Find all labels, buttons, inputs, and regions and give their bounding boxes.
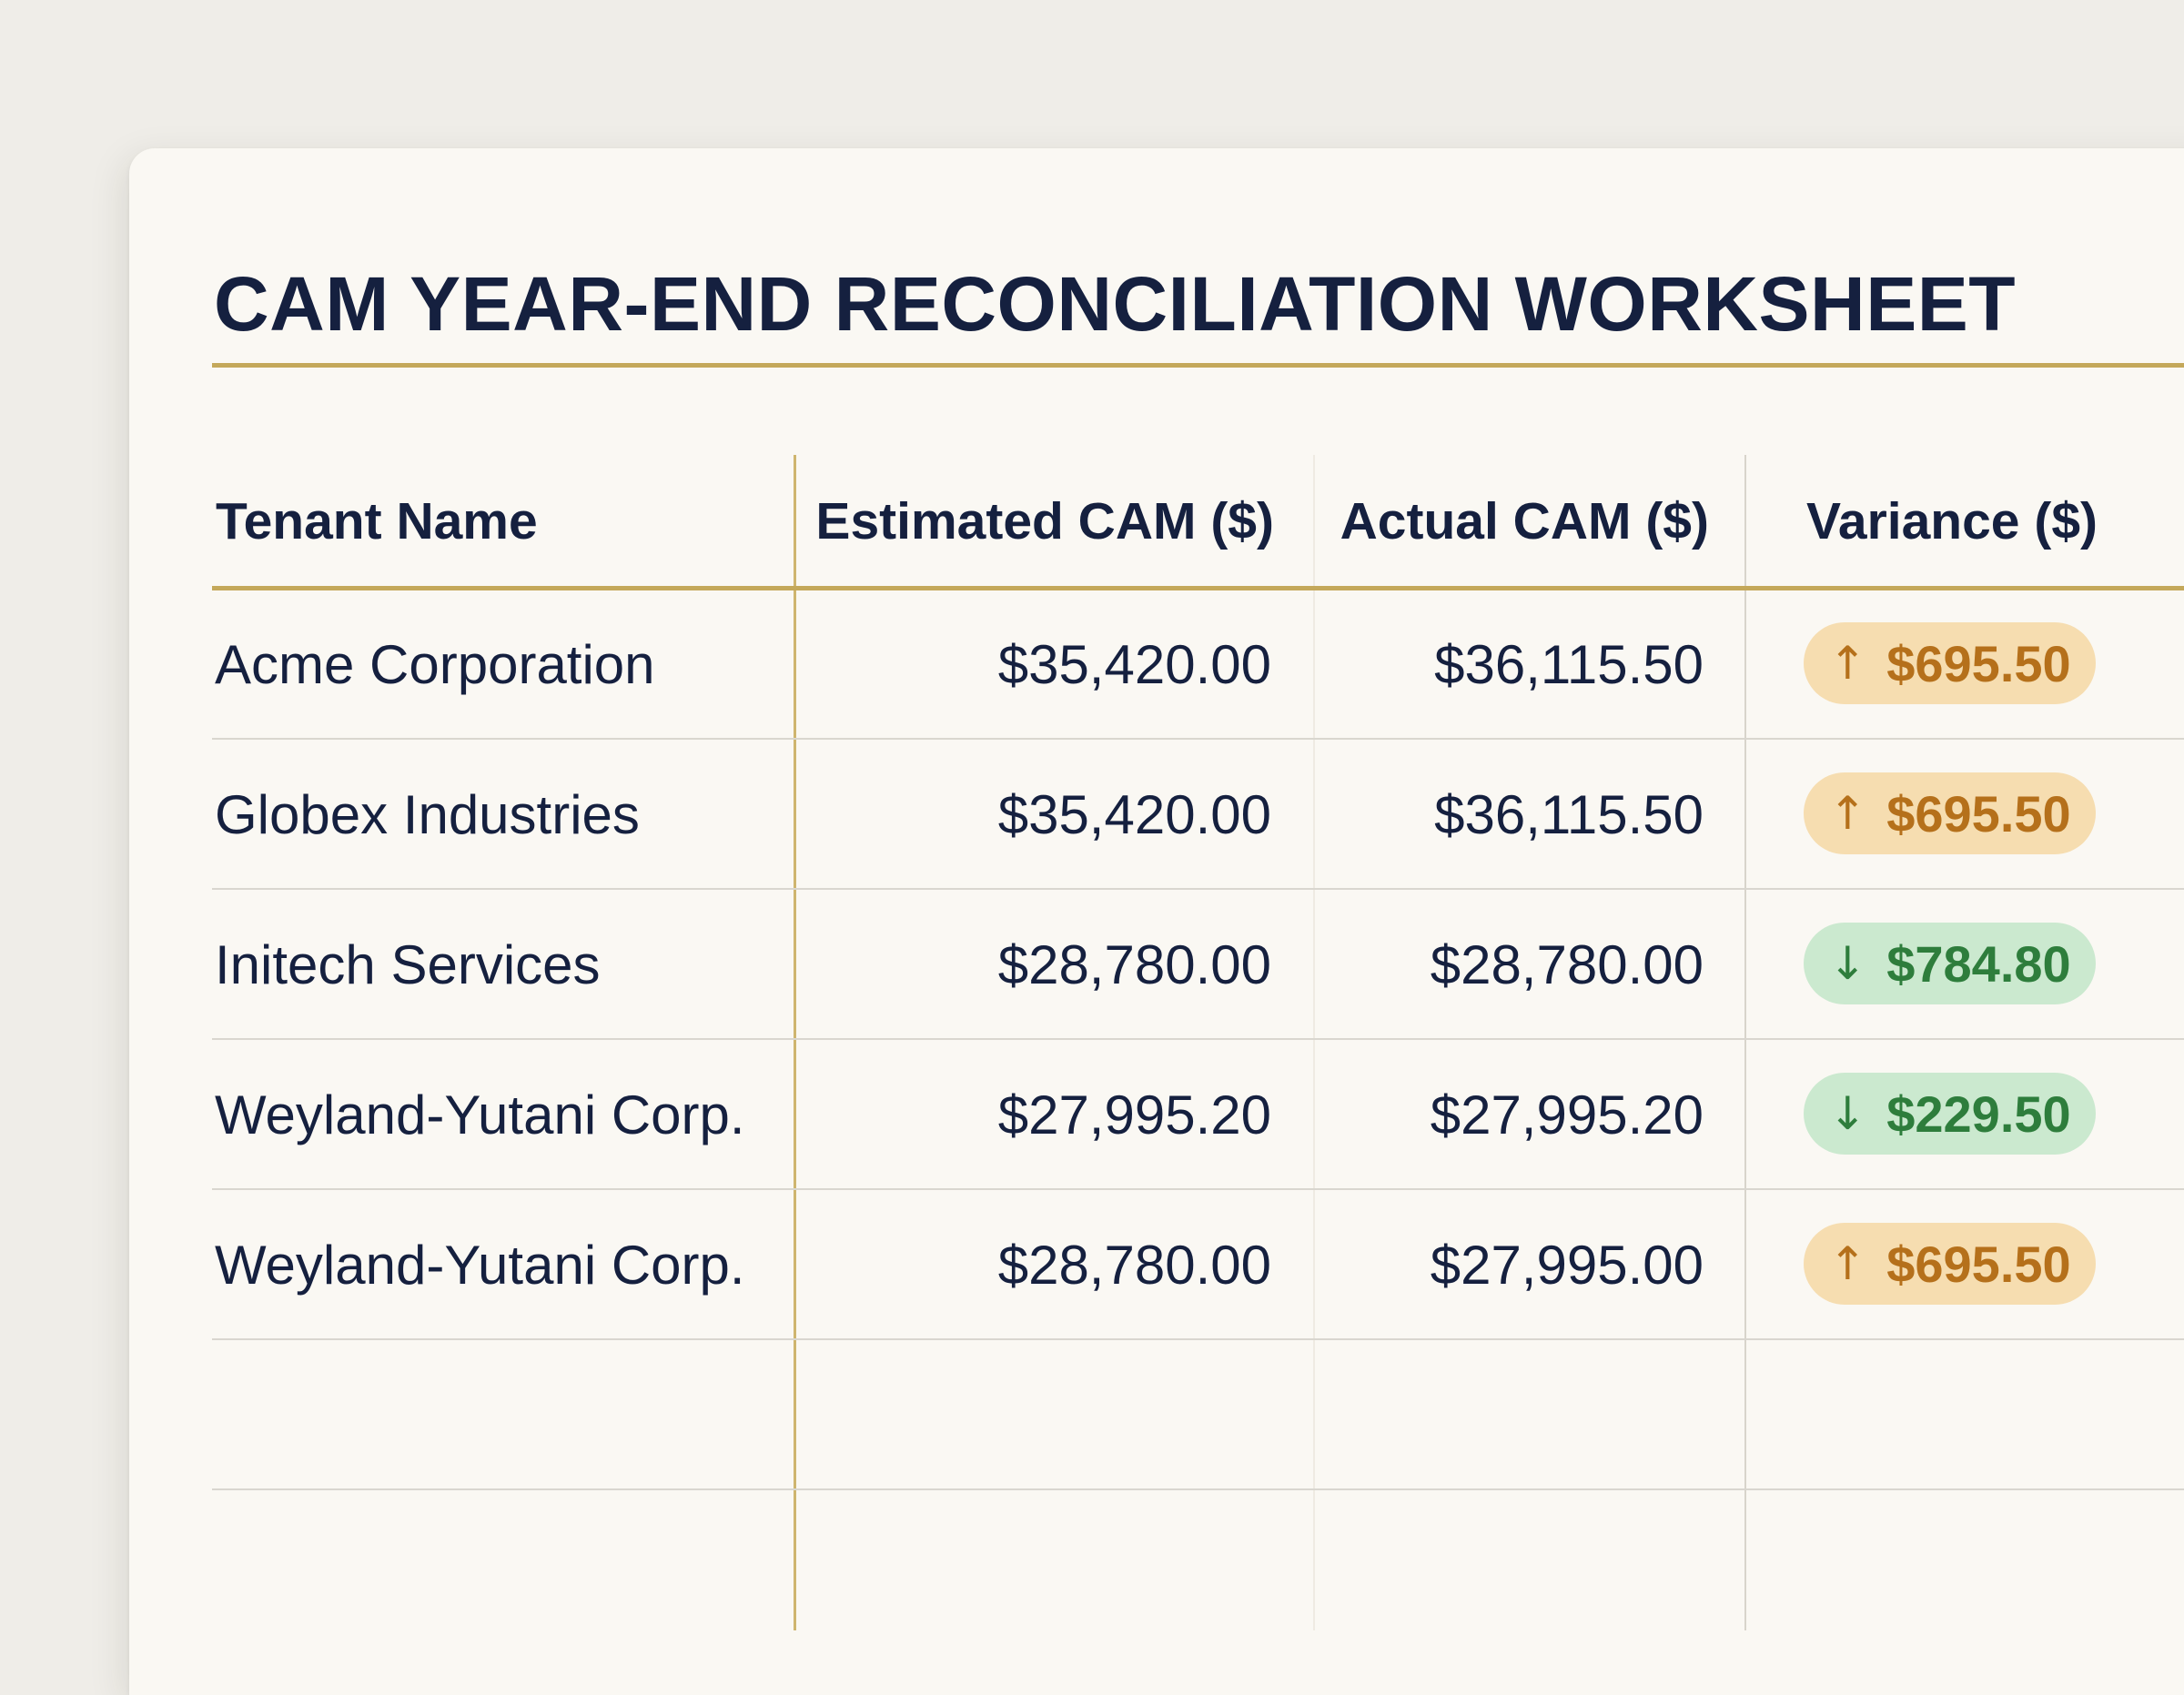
variance-badge: ↑ $695.50 [1804,622,2096,704]
actual-cam-cell: $27,995.00 [1430,1235,1704,1296]
variance-value: $695.50 [1886,784,2071,842]
row-divider [212,1488,2184,1490]
estimated-cam-cell: $28,780.00 [997,1235,1271,1296]
variance-badge: ↑ $695.50 [1804,1223,2096,1305]
table-row[interactable]: Acme Corporation $35,420.00 $36,115.50 ↑ $69… [0,590,2184,740]
tenant-name-cell: Weyland-Yutani Corp. [215,1085,745,1145]
row-divider [212,738,2184,740]
worksheet-card [129,148,2184,1695]
arrow-up-icon: ↑ [1828,1237,1867,1290]
row-divider [212,888,2184,890]
column-divider-actual [1744,455,1746,1630]
column-header-variance[interactable]: Variance ($) [1806,492,2098,550]
actual-cam-cell: $36,115.50 [1434,634,1704,695]
column-divider-estimated [1313,455,1315,1630]
arrow-down-icon: ↓ [1828,937,1867,990]
estimated-cam-cell: $28,780.00 [997,934,1271,995]
column-divider-tenant [794,455,796,1630]
actual-cam-cell: $27,995.20 [1430,1085,1704,1145]
table-row[interactable]: Weyland-Yutani Corp. $28,780.00 $27,995.00… [0,1190,2184,1340]
variance-value: $229.50 [1886,1085,2071,1143]
row-divider [212,1038,2184,1040]
tenant-name-cell: Acme Corporation [215,634,655,695]
header-divider [212,586,2184,590]
variance-badge: ↓ $784.80 [1804,923,2096,1004]
worksheet-title: CAM YEAR-END RECONCILIATION WORKSHEET [214,261,2017,347]
variance-value: $784.80 [1886,934,2071,993]
tenant-name-cell: Globex Industries [215,784,640,845]
arrow-down-icon: ↓ [1828,1087,1867,1140]
table-row[interactable]: Globex Industries $35,420.00 $36,115.50 ↑ $6… [0,740,2184,890]
tenant-name-cell: Initech Services [215,934,601,995]
estimated-cam-cell: $35,420.00 [997,784,1271,845]
actual-cam-cell: $36,115.50 [1434,784,1704,845]
table-row[interactable]: Weyland-Yutani Corp. $27,995.20 $27,995.20… [0,1040,2184,1190]
estimated-cam-cell: $35,420.00 [997,634,1271,695]
variance-badge: ↑ $695.50 [1804,772,2096,854]
title-divider [212,363,2184,368]
tenant-name-cell: Weyland-Yutani Corp. [215,1235,745,1296]
arrow-up-icon: ↑ [1828,637,1867,690]
variance-value: $695.50 [1886,634,2071,692]
row-divider [212,1188,2184,1190]
column-header-estimated-cam[interactable]: Estimated CAM ($) [815,492,1274,550]
estimated-cam-cell: $27,995.20 [997,1085,1271,1145]
arrow-up-icon: ↑ [1828,787,1867,840]
variance-badge: ↓ $229.50 [1804,1073,2096,1155]
row-divider [212,1338,2184,1340]
variance-value: $695.50 [1886,1235,2071,1293]
column-header-tenant-name[interactable]: Tenant Name [216,492,538,550]
table-row[interactable]: Initech Services $28,780.00 $28,780.00 ↓ $78… [0,890,2184,1040]
column-header-actual-cam[interactable]: Actual CAM ($) [1340,492,1709,550]
actual-cam-cell: $28,780.00 [1430,934,1704,995]
